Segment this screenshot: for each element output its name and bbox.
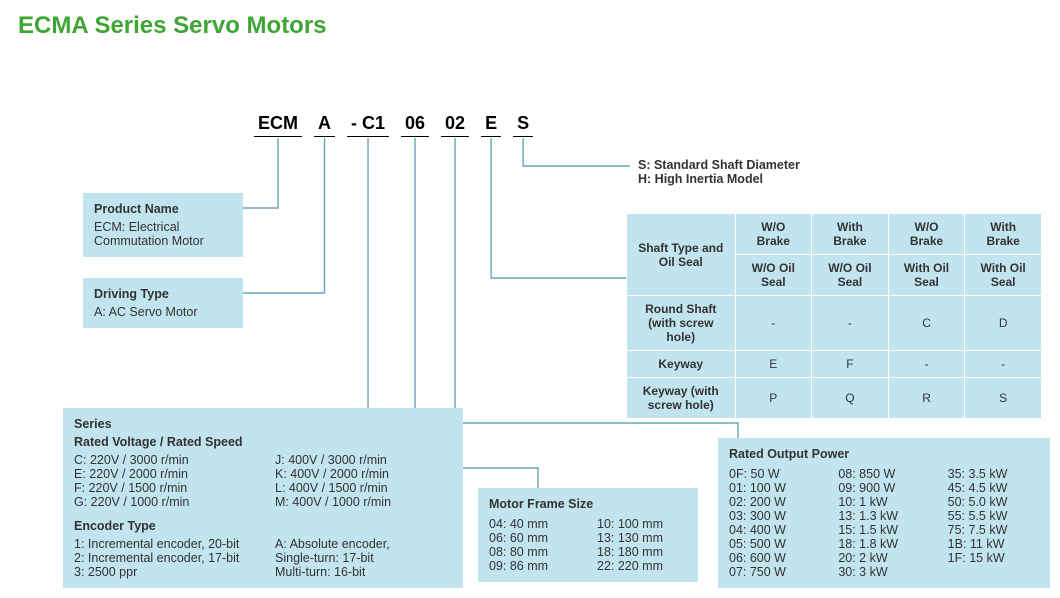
power-col2: 08: 850 W09: 900 W10: 1 kW13: 1.3 kW15: … [838, 467, 929, 579]
frame-col2: 10: 100 mm13: 130 mm18: 180 mm22: 220 mm [597, 517, 687, 573]
list-item: 22: 220 mm [597, 559, 687, 573]
list-item: 06: 600 W [729, 551, 820, 565]
list-item: 07: 750 W [729, 565, 820, 579]
box-text: ECM: Electrical Commutation Motor [94, 220, 232, 248]
box-header: Motor Frame Size [489, 497, 687, 511]
list-item: 05: 500 W [729, 537, 820, 551]
product-name-box: Product Name ECM: Electrical Commutation… [83, 193, 243, 257]
frame-size-box: Motor Frame Size 04: 40 mm06: 60 mm08: 8… [478, 488, 698, 582]
list-item: 09: 86 mm [489, 559, 579, 573]
series-box: Series Rated Voltage / Rated Speed C: 22… [63, 408, 463, 588]
list-item: 13: 1.3 kW [838, 509, 929, 523]
page-title: ECMA Series Servo Motors [18, 12, 1042, 40]
series-voltage-col1: C: 220V / 3000 r/minE: 220V / 2000 r/min… [74, 453, 251, 509]
list-item: 08: 80 mm [489, 545, 579, 559]
code-segment: 02 [441, 113, 469, 137]
code-segment: - C1 [347, 113, 389, 137]
note-line: S: Standard Shaft Diameter [638, 158, 800, 172]
list-item: 75: 7.5 kW [948, 523, 1039, 537]
list-item: Multi-turn: 16-bit [275, 565, 452, 579]
code-segment: A [314, 113, 335, 137]
list-item: Single-turn: 17-bit [275, 551, 452, 565]
code-segment: S [513, 113, 533, 137]
list-item: 35: 3.5 kW [948, 467, 1039, 481]
power-col1: 0F: 50 W01: 100 W02: 200 W03: 300 W04: 4… [729, 467, 820, 579]
list-item: 06: 60 mm [489, 531, 579, 545]
shaft-type-table: Shaft Type and Oil SealW/O BrakeWith Bra… [626, 213, 1042, 419]
list-item: 02: 200 W [729, 495, 820, 509]
list-item: G: 220V / 1000 r/min [74, 495, 251, 509]
list-item: E: 220V / 2000 r/min [74, 467, 251, 481]
list-item: 45: 4.5 kW [948, 481, 1039, 495]
box-header: Driving Type [94, 287, 232, 301]
box-text: A: AC Servo Motor [94, 305, 232, 319]
list-item: 01: 100 W [729, 481, 820, 495]
list-item: 50: 5.0 kW [948, 495, 1039, 509]
list-item: 2: Incremental encoder, 17-bit [74, 551, 251, 565]
list-item: 08: 850 W [838, 467, 929, 481]
code-segment: ECM [254, 113, 302, 137]
list-item: F: 220V / 1500 r/min [74, 481, 251, 495]
list-item: 10: 1 kW [838, 495, 929, 509]
list-item: 15: 1.5 kW [838, 523, 929, 537]
output-power-box: Rated Output Power 0F: 50 W01: 100 W02: … [718, 438, 1050, 588]
list-item: C: 220V / 3000 r/min [74, 453, 251, 467]
encoder-col2: A: Absolute encoder, Single-turn: 17-bit… [275, 537, 452, 579]
box-header: Series [74, 417, 452, 431]
list-item: 09: 900 W [838, 481, 929, 495]
list-item: M: 400V / 1000 r/min [275, 495, 452, 509]
encoder-col1: 1: Incremental encoder, 20-bit2: Increme… [74, 537, 251, 579]
list-item: L: 400V / 1500 r/min [275, 481, 452, 495]
list-item: 55: 5.5 kW [948, 509, 1039, 523]
list-item: 20: 2 kW [838, 551, 929, 565]
list-item: 3: 2500 ppr [74, 565, 251, 579]
code-segment: 06 [401, 113, 429, 137]
part-number-code: ECM A - C1 06 02 ES [248, 113, 539, 137]
box-subheader: Rated Voltage / Rated Speed [74, 435, 452, 449]
box-header: Rated Output Power [729, 447, 1039, 461]
series-voltage-col2: J: 400V / 3000 r/minK: 400V / 2000 r/min… [275, 453, 452, 509]
list-item: 18: 180 mm [597, 545, 687, 559]
list-item: 1B: 11 kW [948, 537, 1039, 551]
list-item: J: 400V / 3000 r/min [275, 453, 452, 467]
box-subheader: Encoder Type [74, 519, 452, 533]
list-item: 04: 40 mm [489, 517, 579, 531]
list-item: 04: 400 W [729, 523, 820, 537]
note-line: H: High Inertia Model [638, 172, 800, 186]
box-header: Product Name [94, 202, 232, 216]
shaft-model-note: S: Standard Shaft Diameter H: High Inert… [638, 158, 800, 186]
list-item: A: Absolute encoder, [275, 537, 452, 551]
list-item: 0F: 50 W [729, 467, 820, 481]
list-item: 10: 100 mm [597, 517, 687, 531]
frame-col1: 04: 40 mm06: 60 mm08: 80 mm09: 86 mm [489, 517, 579, 573]
code-segment: E [481, 113, 501, 137]
list-item: 18: 1.8 kW [838, 537, 929, 551]
list-item: K: 400V / 2000 r/min [275, 467, 452, 481]
list-item: 03: 300 W [729, 509, 820, 523]
power-col3: 35: 3.5 kW45: 4.5 kW50: 5.0 kW55: 5.5 kW… [948, 467, 1039, 579]
list-item: 1: Incremental encoder, 20-bit [74, 537, 251, 551]
list-item: 30: 3 kW [838, 565, 929, 579]
list-item: 1F: 15 kW [948, 551, 1039, 565]
driving-type-box: Driving Type A: AC Servo Motor [83, 278, 243, 328]
list-item: 13: 130 mm [597, 531, 687, 545]
